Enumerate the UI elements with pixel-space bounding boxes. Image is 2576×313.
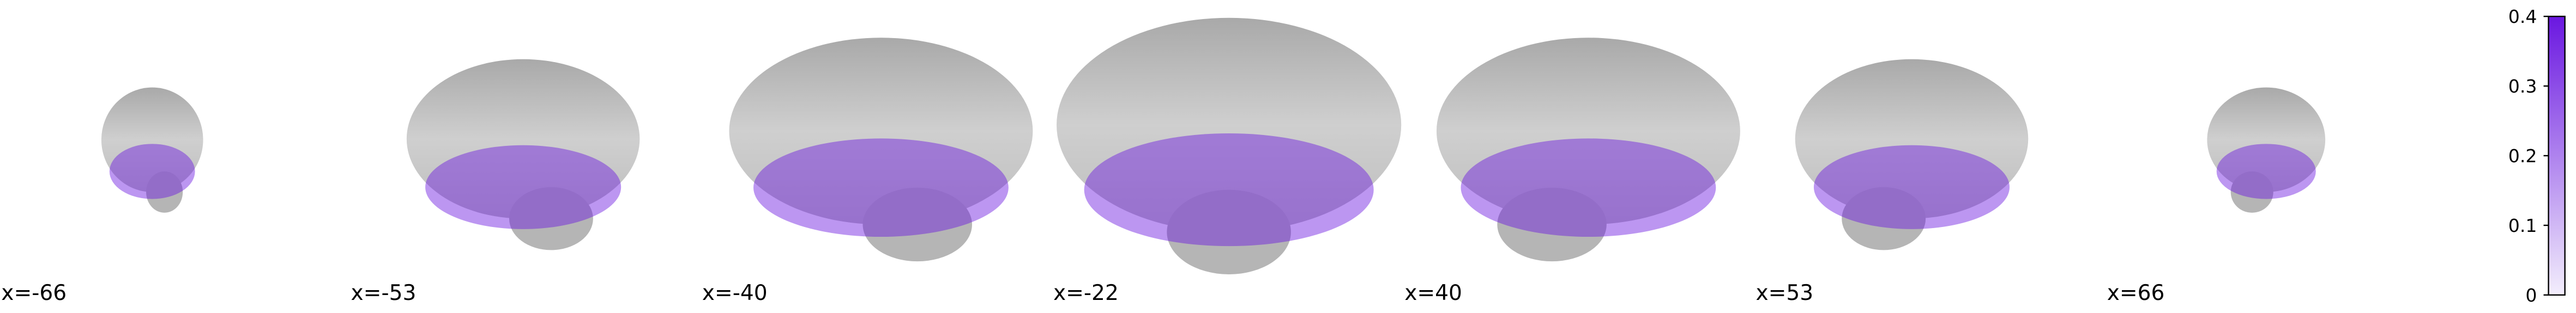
brain-slice: x=-40 bbox=[702, 38, 1033, 305]
overlay bbox=[1461, 138, 1716, 237]
cerebellum bbox=[509, 187, 593, 250]
colorbar-tick-label: 0 bbox=[2525, 285, 2537, 306]
overlay bbox=[2216, 144, 2316, 199]
slice-label: x=53 bbox=[1755, 281, 1813, 305]
overlay bbox=[109, 144, 195, 199]
cerebellum bbox=[146, 171, 183, 213]
slice-label: x=-40 bbox=[702, 281, 768, 305]
brain bbox=[729, 38, 1033, 225]
brain bbox=[1057, 17, 1402, 232]
colorbar-tick-label: 0.1 bbox=[2508, 215, 2537, 236]
overlay bbox=[753, 138, 1009, 237]
brain bbox=[406, 59, 640, 219]
colorbar-tick-label: 0.3 bbox=[2508, 76, 2537, 97]
brain-slice: x=40 bbox=[1404, 38, 1740, 305]
slice-label: x=66 bbox=[2107, 281, 2165, 305]
colorbar-tick-label: 0.4 bbox=[2508, 6, 2537, 27]
slice-label: x=-22 bbox=[1053, 281, 1119, 305]
brain bbox=[1436, 38, 1740, 225]
slice-label: x=-66 bbox=[1, 281, 67, 305]
colorbar-bar bbox=[2548, 15, 2566, 296]
brain bbox=[2207, 87, 2326, 192]
colorbar: 0 0.1 0.2 0.3 0.4 bbox=[2508, 6, 2566, 306]
brain bbox=[101, 87, 203, 192]
cerebellum bbox=[1842, 187, 1926, 250]
slice-label: x=-53 bbox=[351, 281, 417, 305]
colorbar-tick-label: 0.2 bbox=[2508, 145, 2537, 167]
cerebellum bbox=[1497, 187, 1607, 262]
brain bbox=[1795, 59, 2029, 219]
brain-slice: x=66 bbox=[2107, 87, 2326, 305]
brain-slice: x=-66 bbox=[1, 87, 203, 305]
cerebellum bbox=[1167, 189, 1291, 274]
cerebellum bbox=[2230, 171, 2273, 213]
brain-slice: x=-53 bbox=[351, 59, 640, 305]
brain-slice: x=53 bbox=[1755, 59, 2029, 305]
brain-slice: x=-22 bbox=[1053, 17, 1402, 305]
slice-label: x=40 bbox=[1404, 281, 1462, 305]
overlay bbox=[1813, 145, 2010, 229]
cerebellum bbox=[862, 187, 972, 262]
overlay bbox=[1084, 133, 1374, 247]
slices: x=-66 x=-53 x=-40 x=-22 x=40 x=53 x=66 bbox=[1, 17, 2326, 305]
overlay bbox=[425, 145, 622, 229]
